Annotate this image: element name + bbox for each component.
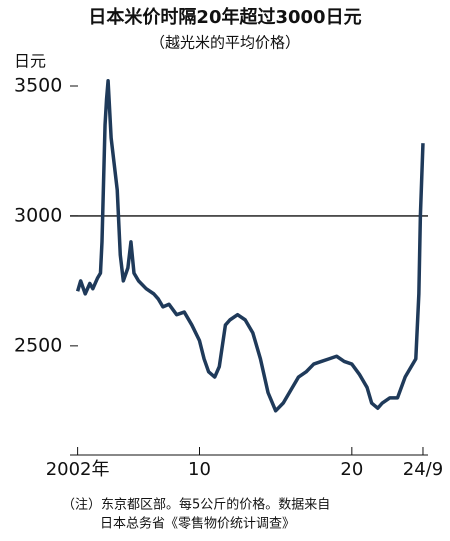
data-line (75, 79, 425, 413)
y-tick-label: 3500 (14, 74, 62, 96)
y-axis-label: 日元 (14, 52, 46, 71)
x-tick-label: 2002年 (46, 459, 110, 480)
note: 日本总务省《零售物价统计调查》 (100, 516, 295, 532)
chart-subtitle: （越光米的平均价格） (150, 34, 300, 52)
x-tick-label: 24/9 (403, 459, 443, 480)
x-tick-label: 20 (340, 459, 363, 480)
chart-title: 日本米价时隔20年超过3000日元 (88, 6, 361, 28)
y-tick-label: 3000 (14, 204, 62, 226)
note: （注）东京都区部。每5公斤的价格。数据来自 (62, 497, 330, 513)
x-tick-label: 10 (188, 459, 211, 480)
y-tick-label: 2500 (14, 334, 62, 356)
